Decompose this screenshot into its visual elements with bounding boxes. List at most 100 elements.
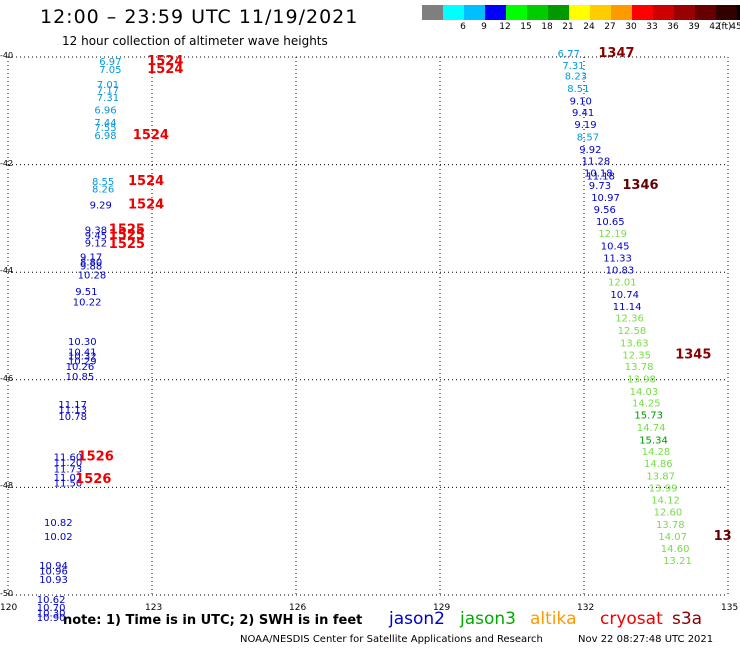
- wave-height-value: 11.60: [54, 453, 83, 464]
- wave-height-value: 12.35: [622, 350, 651, 361]
- wave-height-value: 10.90: [37, 613, 66, 624]
- wave-height-value: 8.55: [92, 177, 114, 188]
- wave-height-value: 10.78: [58, 412, 87, 423]
- wave-height-value: 9.88: [80, 262, 102, 273]
- color-swatch-label: 27: [604, 22, 616, 32]
- latitude-label: -40: [0, 51, 14, 60]
- color-swatch-label: 12: [499, 22, 511, 32]
- color-swatch: [506, 5, 527, 20]
- pass-number-label: 1525: [109, 222, 145, 237]
- wave-height-value: 10.74: [610, 290, 639, 301]
- wave-height-value: 9.12: [85, 238, 107, 249]
- wave-height-value: 12.58: [618, 326, 647, 337]
- color-swatch: [695, 5, 716, 20]
- wave-height-value: 11.20: [54, 458, 83, 469]
- color-swatch-label: 36: [667, 22, 679, 32]
- wave-height-value: 6.97: [99, 57, 121, 68]
- color-swatch-label: 21: [562, 22, 574, 32]
- longitude-label: 123: [145, 603, 163, 613]
- pass-number-label: 1524: [133, 128, 169, 143]
- wave-height-value: 12.01: [608, 278, 637, 289]
- wave-height-value: 11.17: [58, 400, 87, 411]
- page-title: 12:00 – 23:59 UTC 11/19/2021: [40, 6, 359, 28]
- color-swatch: [716, 5, 737, 20]
- wave-height-value: 10.22: [73, 298, 102, 309]
- pass-number-label: 1526: [78, 450, 114, 465]
- wave-height-value: 15.34: [639, 435, 668, 446]
- wave-height-value: 10.93: [39, 575, 68, 586]
- wave-height-value: 8.51: [567, 84, 589, 95]
- satellite-legend-jason3: jason3: [460, 609, 516, 629]
- wave-height-value: 10.70: [37, 603, 66, 614]
- wave-height-value: 14.86: [644, 459, 673, 470]
- wave-height-value: 9.73: [589, 181, 611, 192]
- color-swatch-label: 39: [688, 22, 700, 32]
- color-swatch-label: 45: [730, 22, 740, 32]
- pass-number-label: 1347: [598, 46, 634, 61]
- color-swatch: [527, 5, 548, 20]
- pass-number-label: 1524: [128, 174, 164, 189]
- wave-height-value: 10.29: [68, 357, 97, 368]
- wave-height-value: 11.50: [54, 478, 83, 489]
- color-scale-unit: (ft): [718, 22, 732, 32]
- color-swatch: [632, 5, 653, 20]
- wave-height-value: 9.29: [90, 201, 112, 212]
- color-swatch: [485, 5, 506, 20]
- wave-height-value: 10.96: [39, 567, 68, 578]
- wave-height-value: 13.78: [625, 362, 654, 373]
- longitude-label: 129: [433, 603, 451, 613]
- pass-number-label: 1524: [128, 198, 164, 213]
- color-swatch: [464, 5, 485, 20]
- wave-height-value: 10.83: [606, 265, 635, 276]
- wave-height-value: 10.32: [68, 351, 97, 362]
- color-swatch: [674, 5, 695, 20]
- wave-height-value: 13.87: [646, 471, 675, 482]
- satellite-legend-jason2: jason2: [389, 609, 445, 629]
- wave-height-value: 7.17: [97, 86, 119, 97]
- wave-height-value: 9.19: [574, 120, 596, 131]
- wave-height-value: 7.01: [97, 80, 119, 91]
- wave-height-value: 10.41: [68, 348, 97, 359]
- wave-height-value: 6.77: [558, 49, 580, 60]
- wave-height-value: 14.03: [630, 387, 659, 398]
- wave-height-value: 10.28: [78, 271, 107, 282]
- color-swatch: [611, 5, 632, 20]
- wave-height-value: 10.30: [37, 609, 66, 620]
- wave-height-value: 14.28: [642, 447, 671, 458]
- latitude-label: -50: [0, 589, 14, 598]
- longitude-label: 126: [289, 603, 307, 613]
- color-swatch-label: 18: [541, 22, 553, 32]
- wave-height-value: 11.14: [613, 302, 642, 313]
- generated-timestamp: Nov 22 08:27:48 UTC 2021: [578, 634, 714, 645]
- wave-height-value: 14.25: [632, 399, 661, 410]
- wave-height-value: 9.38: [85, 225, 107, 236]
- wave-height-value: 7.05: [99, 65, 121, 76]
- wave-height-value: 7.44: [94, 118, 116, 129]
- wave-height-value: 12.19: [598, 229, 627, 240]
- color-swatch: [548, 5, 569, 20]
- wave-height-value: 11.73: [54, 464, 83, 475]
- wave-height-value: 6.96: [94, 105, 116, 116]
- wave-height-value: 10.30: [68, 337, 97, 348]
- color-swatch-label: 42: [709, 22, 721, 32]
- wave-height-value: 14.07: [658, 532, 687, 543]
- color-swatch: [569, 5, 590, 20]
- color-swatch-label: 6: [460, 22, 466, 32]
- wave-height-value: 9.56: [594, 205, 616, 216]
- wave-height-value: 11.07: [54, 473, 83, 484]
- color-swatch: [653, 5, 674, 20]
- wave-height-value: 10.82: [44, 518, 73, 529]
- wave-height-value: 7.55: [94, 123, 116, 134]
- color-swatch-label: 30: [625, 22, 637, 32]
- wave-height-value: 13.98: [627, 374, 656, 385]
- wave-height-value: 13.78: [656, 520, 685, 531]
- wave-height-value: 15.73: [634, 411, 663, 422]
- page-subtitle: 12 hour collection of altimeter wave hei…: [62, 34, 328, 48]
- longitude-label: 120: [0, 603, 18, 613]
- pass-number-label: 1524: [147, 62, 183, 77]
- color-swatch-label: 24: [583, 22, 595, 32]
- pass-number-label: 1525: [109, 237, 145, 252]
- wave-height-value: 9.10: [570, 96, 592, 107]
- wave-height-value: 13.63: [620, 338, 649, 349]
